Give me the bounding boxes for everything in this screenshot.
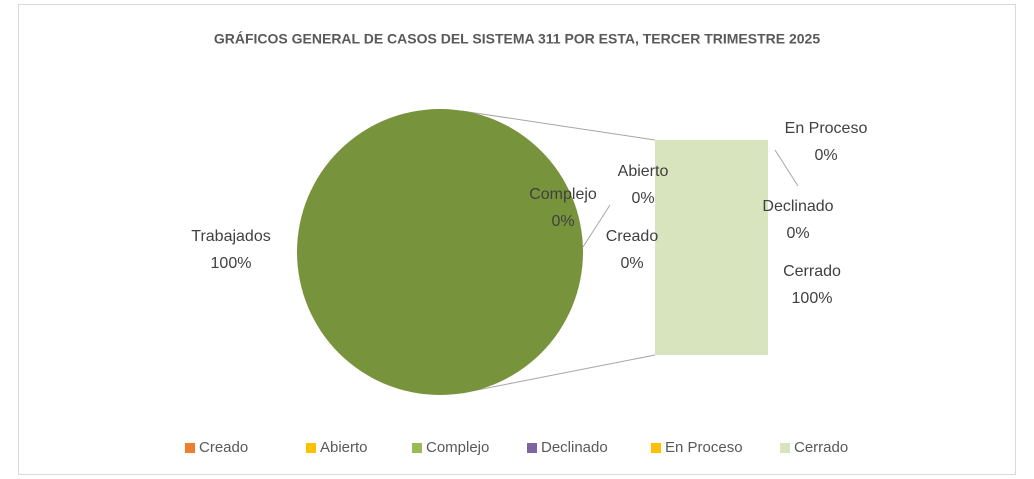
data-label-value: 100% xyxy=(792,290,833,307)
leader-line xyxy=(774,149,799,187)
legend-swatch xyxy=(780,443,790,453)
data-label-value: 0% xyxy=(786,225,809,242)
data-label-value: 0% xyxy=(814,147,837,164)
data-label-name: Abierto xyxy=(618,163,669,180)
legend-label: Abierto xyxy=(320,439,368,456)
data-label-value: 0% xyxy=(551,213,574,230)
data-label-name: Declinado xyxy=(762,198,833,215)
leader-line xyxy=(582,204,611,248)
data-label-name: Creado xyxy=(606,228,659,245)
pie-slice xyxy=(297,109,583,395)
pie-label: Trabajados xyxy=(191,228,270,245)
data-label-value: 0% xyxy=(620,255,643,272)
chart-title: GRÁFICOS GENERAL DE CASOS DEL SISTEMA 31… xyxy=(214,31,820,47)
connector-line xyxy=(461,354,656,394)
data-label-name: En Proceso xyxy=(785,120,868,137)
pie-value-label: 100% xyxy=(211,255,252,272)
bar-segment xyxy=(655,140,768,355)
legend-swatch xyxy=(527,443,537,453)
connector-line xyxy=(461,110,656,141)
legend-label: Creado xyxy=(199,439,248,456)
legend-swatch xyxy=(185,443,195,453)
legend-label: Cerrado xyxy=(794,439,848,456)
legend-swatch xyxy=(412,443,422,453)
legend-swatch xyxy=(651,443,661,453)
data-label-value: 0% xyxy=(631,190,654,207)
legend-label: Complejo xyxy=(426,439,489,456)
legend-label: En Proceso xyxy=(665,439,743,456)
legend-swatch xyxy=(306,443,316,453)
legend-label: Declinado xyxy=(541,439,608,456)
data-label-name: Complejo xyxy=(529,186,597,203)
data-label-name: Cerrado xyxy=(783,263,841,280)
